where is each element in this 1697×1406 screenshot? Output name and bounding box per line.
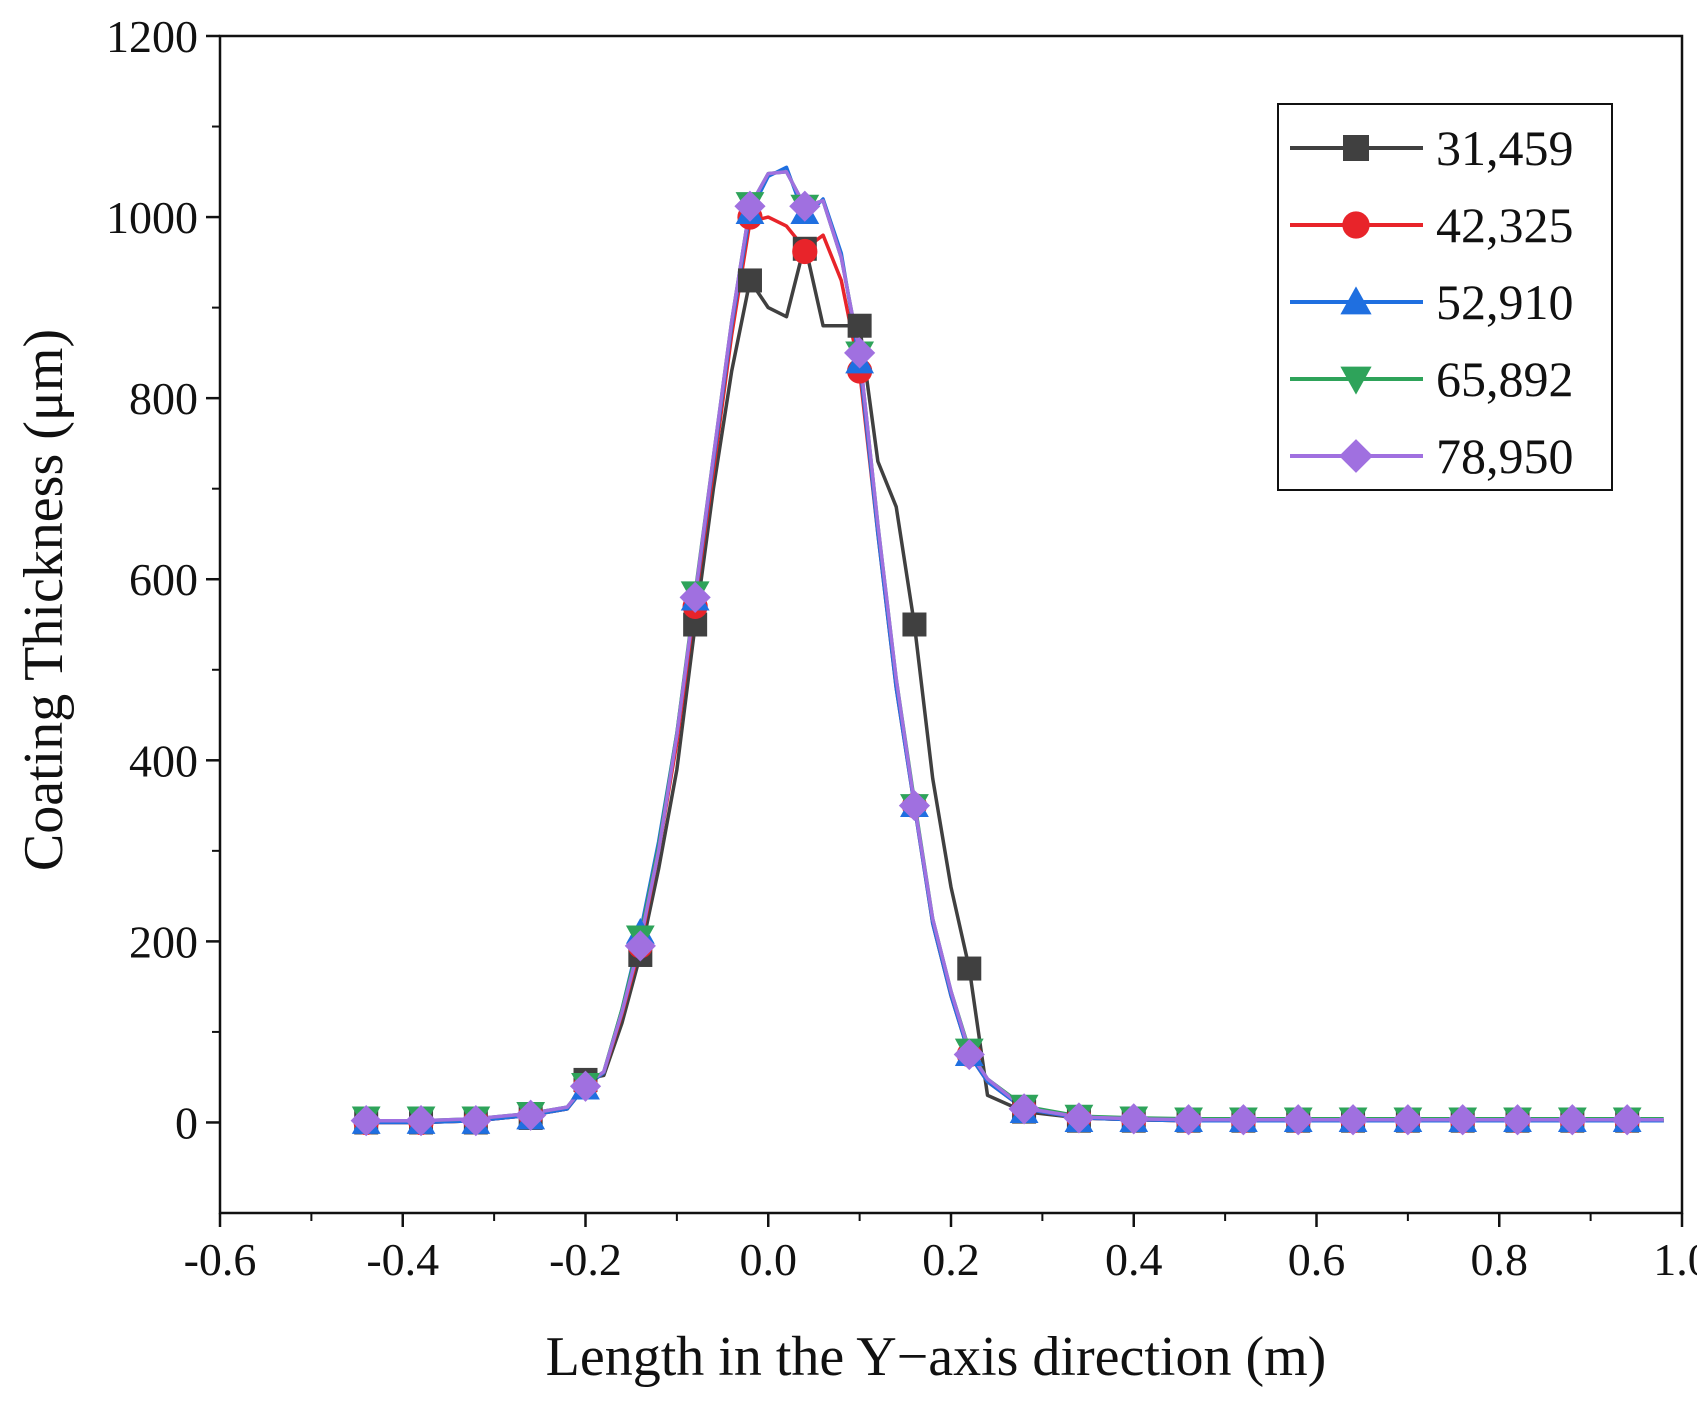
series-marker: [405, 1105, 437, 1137]
x-tick-label: 1.0: [1653, 1234, 1697, 1285]
series-marker: [350, 1105, 382, 1137]
series-marker: [1340, 366, 1372, 395]
series-marker: [1447, 1104, 1479, 1136]
series-marker: [1340, 286, 1372, 315]
x-tick-label: -0.4: [366, 1234, 439, 1285]
series-markers: [350, 190, 1643, 1137]
series-marker: [844, 337, 876, 369]
y-tick-label: 1000: [106, 192, 198, 243]
x-tick-label: -0.6: [184, 1234, 257, 1285]
y-tick-label: 800: [129, 373, 198, 424]
series-marker: [569, 1070, 602, 1102]
series-marker: [1343, 135, 1369, 161]
series-marker: [460, 1105, 492, 1137]
series-marker: [1337, 1104, 1369, 1136]
series-marker: [1342, 211, 1370, 239]
y-tick-label: 200: [129, 916, 198, 967]
series-marker: [624, 930, 656, 962]
y-tick-label: 600: [129, 554, 198, 605]
x-tick-label: 0.6: [1288, 1234, 1346, 1285]
legend-label: 31,459: [1436, 120, 1574, 176]
series-marker: [1118, 1103, 1150, 1135]
legend-label: 42,325: [1436, 197, 1574, 253]
legend-box: [1277, 103, 1613, 491]
series-marker: [1008, 1093, 1040, 1125]
x-tick-label: 0.2: [922, 1234, 980, 1285]
legend: 31,459 42,325 52,910 65,892 78,950: [1277, 103, 1613, 491]
series-marker: [1227, 1104, 1259, 1136]
series-marker: [679, 581, 711, 613]
y-tick-label: 0: [175, 1097, 198, 1148]
series-marker: [1501, 1104, 1534, 1136]
series-marker: [792, 238, 818, 265]
series-marker: [1339, 439, 1373, 473]
legend-label: 78,950: [1436, 428, 1574, 484]
series-marker: [1063, 1102, 1095, 1134]
y-tick-label: 1200: [106, 11, 198, 62]
legend-label: 52,910: [1436, 274, 1574, 330]
legend-label: 65,892: [1436, 351, 1574, 407]
series-marker: [957, 956, 982, 981]
series-marker: [898, 789, 931, 822]
series-marker: [1392, 1104, 1424, 1136]
x-tick-label: -0.2: [549, 1234, 622, 1285]
axis-ticks: -0.6 -0.4 -0.2 0.0 0.2 0.4 0.6 0.8 1.0 0 200 400 600…: [106, 11, 1697, 1285]
x-tick-label: 0.0: [740, 1234, 798, 1285]
series-marker: [789, 190, 821, 222]
series-marker: [1282, 1104, 1314, 1136]
series-marker: [515, 1099, 547, 1131]
x-tick-label: 0.4: [1105, 1234, 1163, 1285]
series-marker: [1556, 1104, 1588, 1136]
y-tick-label: 400: [129, 735, 198, 786]
series-marker: [737, 268, 762, 293]
series-marker: [734, 190, 766, 222]
series-marker: [953, 1038, 985, 1071]
y-axis-title: Coating Thickness (μm): [13, 329, 75, 871]
x-tick-label: 0.8: [1471, 1234, 1529, 1285]
x-axis-title: Length in the Y−axis direction (m): [546, 1326, 1327, 1388]
series-marker: [847, 313, 872, 338]
series-marker: [902, 612, 927, 637]
series-marker: [1172, 1104, 1205, 1136]
series-marker: [1611, 1104, 1643, 1136]
